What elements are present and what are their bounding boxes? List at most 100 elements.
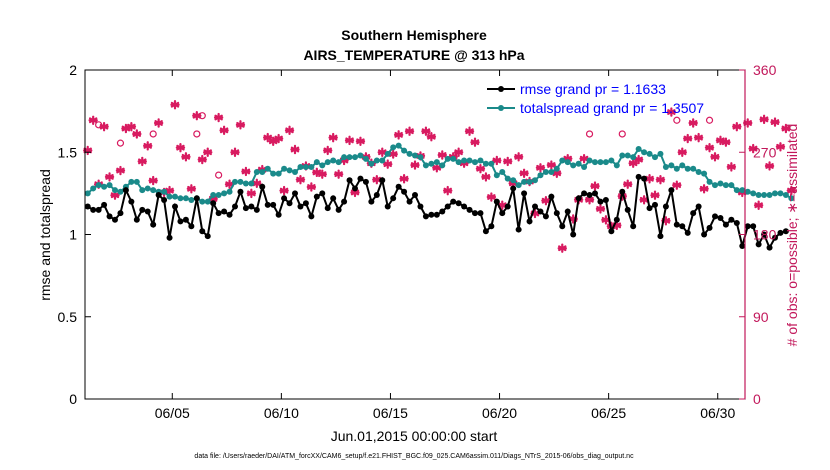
rmse-point [537, 208, 544, 215]
totalspread-point [657, 150, 664, 157]
totalspread-point [275, 170, 282, 177]
totalspread-point [182, 195, 189, 202]
totalspread-point [259, 168, 266, 175]
obs-assimilated-marker [230, 147, 240, 157]
totalspread-point [575, 160, 582, 167]
totalspread-point [564, 159, 571, 166]
obs-assimilated-marker [317, 169, 327, 179]
totalspread-point [482, 160, 489, 167]
rmse-point [450, 198, 457, 205]
rmse-point [782, 228, 789, 235]
obs-assimilated-marker [344, 135, 355, 146]
totalspread-point [297, 164, 304, 171]
obs-possible-marker [705, 116, 714, 124]
totalspread-point [706, 178, 713, 185]
totalspread-point [324, 159, 331, 166]
rmse-point [112, 216, 118, 223]
totalspread-point [128, 178, 135, 185]
totalspread-point [237, 178, 244, 185]
obs-assimilated-marker [513, 152, 524, 162]
rmse-point [395, 183, 402, 190]
totalspread-point [379, 157, 386, 164]
rmse-point [657, 233, 664, 240]
obs-assimilated-marker [426, 132, 437, 142]
obs-assimilated-marker [148, 175, 158, 186]
right-y-tick-label: 0 [753, 391, 761, 407]
rmse-point [728, 216, 735, 223]
obs-assimilated-marker [693, 132, 704, 143]
totalspread-point [733, 187, 740, 194]
rmse-point [232, 203, 238, 210]
chart-title-line-2: AIRS_TEMPERATURE @ 313 hPa [303, 47, 524, 63]
rmse-point [472, 210, 478, 217]
obs-assimilated-marker [672, 180, 682, 190]
rmse-point [150, 221, 157, 228]
totalspread-point [84, 190, 91, 197]
rmse-point [139, 206, 146, 213]
rmse-point [368, 198, 375, 205]
totalspread-point [548, 168, 555, 175]
rmse-point [330, 195, 337, 202]
obs-assimilated-marker [273, 133, 284, 144]
rmse-point [155, 192, 162, 199]
rmse-point [84, 203, 91, 210]
obs-assimilated-marker [164, 185, 175, 196]
left-y-tick-label: 0 [69, 391, 77, 407]
rmse-point [526, 218, 533, 225]
obs-assimilated-marker [557, 243, 567, 253]
totalspread-point [428, 160, 435, 167]
rmse-point [679, 223, 686, 230]
rmse-point [439, 208, 446, 215]
rmse-point [652, 201, 658, 208]
totalspread-point [101, 183, 108, 190]
right-y-tick-label: 270 [753, 144, 777, 160]
totalspread-point [581, 164, 588, 171]
rmse-point [712, 213, 718, 220]
totalspread-point [744, 188, 751, 195]
obs-possible-marker [618, 130, 626, 138]
rmse-point [95, 206, 102, 213]
right-y-axis-label: # of obs: o=possible; ∗=assimilated [784, 124, 800, 347]
totalspread-point [668, 162, 675, 169]
totalspread-point [444, 155, 451, 162]
obs-assimilated-marker [246, 188, 257, 199]
totalspread-point [466, 157, 473, 164]
obs-assimilated-marker [541, 195, 551, 206]
totalspread-point [695, 168, 702, 175]
rmse-point [564, 208, 571, 215]
totalspread-point [515, 182, 522, 189]
rmse-point [422, 213, 429, 220]
rmse-point [319, 190, 326, 197]
rmse-point [204, 233, 211, 240]
totalspread-point [352, 154, 358, 161]
obs-assimilated-marker [126, 121, 137, 132]
totalspread-point [439, 162, 446, 169]
totalspread-point [133, 178, 140, 185]
rmse-point [586, 192, 593, 199]
totalspread-point [139, 187, 146, 194]
rmse-point [237, 188, 244, 195]
totalspread-point [684, 165, 691, 172]
totalspread-point [390, 144, 397, 151]
totalspread-point [586, 157, 593, 164]
rmse-point [373, 192, 380, 199]
obs-assimilated-marker [492, 155, 502, 166]
obs-assimilated-marker [710, 152, 720, 162]
rmse-point [510, 185, 517, 192]
obs-assimilated-marker [639, 195, 649, 205]
rmse-point [597, 198, 604, 205]
obs-assimilated-marker [704, 142, 715, 153]
totalspread-point [679, 162, 686, 169]
obs-assimilated-marker [241, 166, 251, 177]
rmse-point [515, 226, 522, 233]
totalspread-point [112, 187, 118, 194]
totalspread-point [406, 150, 413, 157]
totalspread-point [602, 159, 609, 166]
rmse-point [259, 183, 266, 190]
totalspread-point [597, 159, 604, 166]
obs-possible-marker [116, 139, 125, 147]
totalspread-point [341, 154, 348, 161]
obs-assimilated-marker [235, 120, 246, 130]
rmse-point [270, 201, 277, 208]
x-tick-label: 06/20 [482, 405, 517, 421]
